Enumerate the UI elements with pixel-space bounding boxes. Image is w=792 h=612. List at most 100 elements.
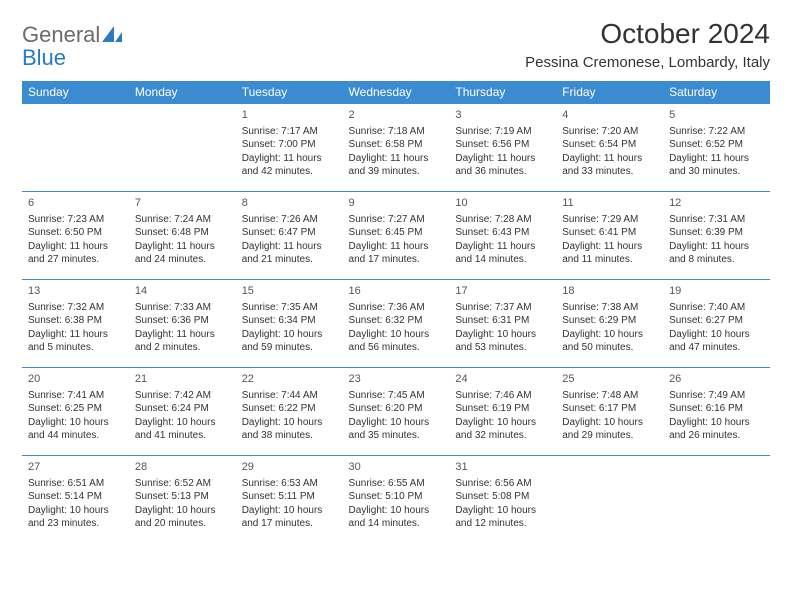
day-number: 5 — [669, 108, 764, 123]
day-cell-empty — [129, 104, 236, 192]
day-number: 7 — [135, 196, 230, 211]
daylight1-line: Daylight: 10 hours — [349, 504, 444, 518]
sunset-line: Sunset: 6:39 PM — [669, 226, 764, 240]
daylight2-line: and 27 minutes. — [28, 253, 123, 267]
dow-friday: Friday — [556, 81, 663, 104]
sunrise-line: Sunrise: 7:45 AM — [349, 389, 444, 403]
day-number: 29 — [242, 460, 337, 475]
day-number: 22 — [242, 372, 337, 387]
sunrise-line: Sunrise: 7:41 AM — [28, 389, 123, 403]
daylight1-line: Daylight: 11 hours — [28, 240, 123, 254]
sunset-line: Sunset: 6:22 PM — [242, 402, 337, 416]
dow-tuesday: Tuesday — [236, 81, 343, 104]
day-number: 14 — [135, 284, 230, 299]
day-number: 6 — [28, 196, 123, 211]
day-number: 11 — [562, 196, 657, 211]
daylight2-line: and 21 minutes. — [242, 253, 337, 267]
sunrise-line: Sunrise: 7:35 AM — [242, 301, 337, 315]
sunrise-line: Sunrise: 7:48 AM — [562, 389, 657, 403]
day-number: 1 — [242, 108, 337, 123]
daylight2-line: and 41 minutes. — [135, 429, 230, 443]
sunrise-line: Sunrise: 6:51 AM — [28, 477, 123, 491]
day-cell: 3Sunrise: 7:19 AMSunset: 6:56 PMDaylight… — [449, 104, 556, 192]
day-cell: 11Sunrise: 7:29 AMSunset: 6:41 PMDayligh… — [556, 192, 663, 280]
day-cell: 28 Sunrise: 6:52 AMSunset: 5:13 PMDayligh… — [129, 456, 236, 544]
day-number: 19 — [669, 284, 764, 299]
day-number: 31 — [455, 460, 550, 475]
sunset-line: Sunset: 6:52 PM — [669, 138, 764, 152]
daylight1-line: Daylight: 10 hours — [242, 416, 337, 430]
daylight2-line: and 29 minutes. — [562, 429, 657, 443]
sunrise-line: Sunrise: 7:26 AM — [242, 213, 337, 227]
sunrise-line: Sunrise: 6:52 AM — [135, 477, 230, 491]
sunset-line: Sunset: 6:27 PM — [669, 314, 764, 328]
daylight2-line: and 36 minutes. — [455, 165, 550, 179]
sunrise-line: Sunrise: 7:20 AM — [562, 125, 657, 139]
day-number: 13 — [28, 284, 123, 299]
sunset-line: Sunset: 6:45 PM — [349, 226, 444, 240]
daylight1-line: Daylight: 11 hours — [669, 152, 764, 166]
day-cell: 21Sunrise: 7:42 AMSunset: 6:24 PMDayligh… — [129, 368, 236, 456]
sunset-line: Sunset: 6:41 PM — [562, 226, 657, 240]
daylight2-line: and 23 minutes. — [28, 517, 123, 531]
day-cell-empty — [22, 104, 129, 192]
sunset-line: Sunset: 5:13 PM — [135, 490, 230, 504]
daylight1-line: Daylight: 10 hours — [455, 328, 550, 342]
sunrise-line: Sunrise: 7:44 AM — [242, 389, 337, 403]
daylight1-line: Daylight: 10 hours — [455, 504, 550, 518]
sunset-line: Sunset: 6:43 PM — [455, 226, 550, 240]
sunset-line: Sunset: 6:50 PM — [28, 226, 123, 240]
sunset-line: Sunset: 6:36 PM — [135, 314, 230, 328]
daylight2-line: and 56 minutes. — [349, 341, 444, 355]
sunset-line: Sunset: 6:47 PM — [242, 226, 337, 240]
daylight1-line: Daylight: 10 hours — [562, 328, 657, 342]
day-cell: 27Sunrise: 6:51 AMSunset: 5:14 PMDayligh… — [22, 456, 129, 544]
calendar-week-row: 1Sunrise: 7:17 AMSunset: 7:00 PMDaylight… — [22, 104, 770, 192]
day-number: 26 — [669, 372, 764, 387]
sunset-line: Sunset: 6:48 PM — [135, 226, 230, 240]
day-cell: 19Sunrise: 7:40 AMSunset: 6:27 PMDayligh… — [663, 280, 770, 368]
brand-name-part1: General — [22, 22, 100, 47]
day-number: 15 — [242, 284, 337, 299]
sunset-line: Sunset: 6:34 PM — [242, 314, 337, 328]
day-number: 2 — [349, 108, 444, 123]
daylight1-line: Daylight: 10 hours — [135, 416, 230, 430]
day-cell: 18Sunrise: 7:38 AMSunset: 6:29 PMDayligh… — [556, 280, 663, 368]
day-cell: 26Sunrise: 7:49 AMSunset: 6:16 PMDayligh… — [663, 368, 770, 456]
daylight1-line: Daylight: 11 hours — [562, 152, 657, 166]
daylight1-line: Daylight: 11 hours — [669, 240, 764, 254]
daylight1-line: Daylight: 10 hours — [135, 504, 230, 518]
day-cell: 13Sunrise: 7:32 AMSunset: 6:38 PMDayligh… — [22, 280, 129, 368]
day-cell: 25Sunrise: 7:48 AMSunset: 6:17 PMDayligh… — [556, 368, 663, 456]
day-number: 28 — [135, 460, 230, 475]
brand-logo: General Blue — [22, 24, 122, 70]
sunrise-line: Sunrise: 7:19 AM — [455, 125, 550, 139]
day-number: 25 — [562, 372, 657, 387]
sunset-line: Sunset: 6:54 PM — [562, 138, 657, 152]
day-cell: 29Sunrise: 6:53 AMSunset: 5:11 PMDayligh… — [236, 456, 343, 544]
daylight2-line: and 33 minutes. — [562, 165, 657, 179]
sunrise-line: Sunrise: 7:28 AM — [455, 213, 550, 227]
daylight2-line: and 39 minutes. — [349, 165, 444, 179]
dow-sunday: Sunday — [22, 81, 129, 104]
calendar-week-row: 27Sunrise: 6:51 AMSunset: 5:14 PMDayligh… — [22, 456, 770, 544]
daylight2-line: and 26 minutes. — [669, 429, 764, 443]
sunrise-line: Sunrise: 7:18 AM — [349, 125, 444, 139]
daylight1-line: Daylight: 10 hours — [669, 416, 764, 430]
daylight1-line: Daylight: 10 hours — [242, 504, 337, 518]
daylight1-line: Daylight: 10 hours — [562, 416, 657, 430]
daylight1-line: Daylight: 11 hours — [349, 152, 444, 166]
dow-saturday: Saturday — [663, 81, 770, 104]
sunrise-line: Sunrise: 7:23 AM — [28, 213, 123, 227]
daylight2-line: and 14 minutes. — [455, 253, 550, 267]
day-cell: 14Sunrise: 7:33 AMSunset: 6:36 PMDayligh… — [129, 280, 236, 368]
sunset-line: Sunset: 6:58 PM — [349, 138, 444, 152]
day-cell: 8Sunrise: 7:26 AMSunset: 6:47 PMDaylight… — [236, 192, 343, 280]
sunset-line: Sunset: 5:08 PM — [455, 490, 550, 504]
day-cell-empty — [663, 456, 770, 544]
sunrise-line: Sunrise: 6:56 AM — [455, 477, 550, 491]
day-number: 24 — [455, 372, 550, 387]
sunset-line: Sunset: 6:31 PM — [455, 314, 550, 328]
daylight2-line: and 5 minutes. — [28, 341, 123, 355]
sunrise-line: Sunrise: 7:22 AM — [669, 125, 764, 139]
